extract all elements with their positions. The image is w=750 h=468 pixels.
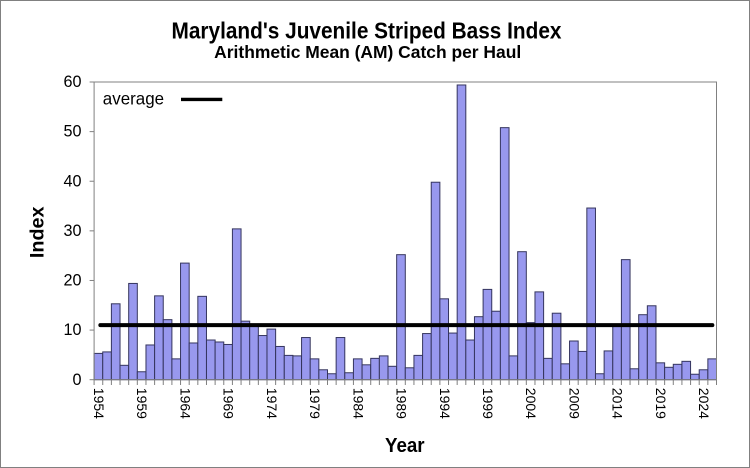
svg-text:2014: 2014 [610, 388, 626, 419]
svg-text:1979: 1979 [307, 388, 323, 419]
svg-text:1964: 1964 [177, 388, 193, 419]
svg-text:50: 50 [63, 123, 81, 141]
svg-text:1994: 1994 [437, 388, 453, 419]
svg-text:1969: 1969 [221, 388, 237, 419]
svg-text:1959: 1959 [134, 388, 150, 419]
svg-text:20: 20 [63, 272, 81, 290]
svg-text:30: 30 [63, 222, 81, 240]
svg-text:1954: 1954 [91, 388, 107, 419]
svg-text:2009: 2009 [566, 388, 582, 419]
svg-text:1984: 1984 [350, 388, 366, 419]
svg-text:2019: 2019 [653, 388, 669, 419]
svg-text:1989: 1989 [394, 388, 410, 419]
svg-text:2024: 2024 [696, 388, 712, 419]
svg-text:60: 60 [63, 73, 81, 91]
svg-text:Year: Year [385, 435, 425, 457]
svg-text:Arithmetic Mean (AM) Catch per: Arithmetic Mean (AM) Catch per Haul [214, 42, 521, 62]
svg-text:1974: 1974 [264, 388, 280, 419]
svg-text:1999: 1999 [480, 388, 496, 419]
svg-text:10: 10 [63, 321, 81, 339]
svg-text:0: 0 [72, 371, 81, 389]
svg-text:40: 40 [63, 172, 81, 190]
svg-text:average: average [103, 89, 164, 109]
svg-text:2004: 2004 [523, 388, 539, 419]
svg-text:Index: Index [27, 206, 49, 258]
svg-text:Maryland's Juvenile Striped Ba: Maryland's Juvenile Striped Bass Index [172, 18, 562, 44]
